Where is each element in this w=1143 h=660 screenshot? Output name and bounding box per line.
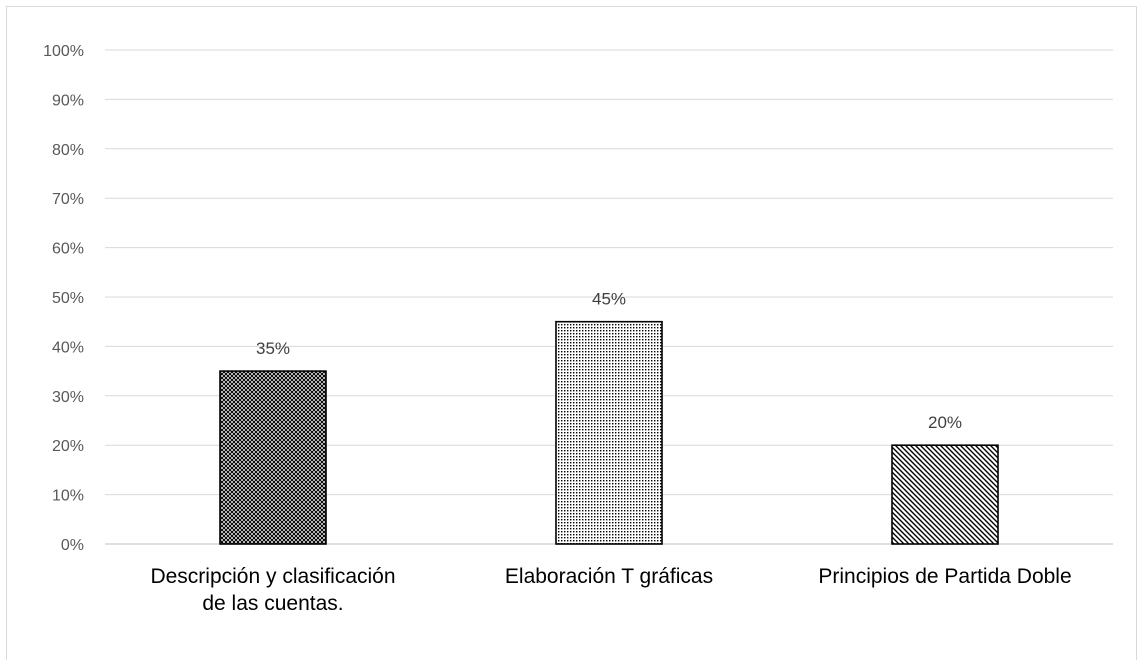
data-label: 45% xyxy=(592,290,626,309)
y-tick-label: 0% xyxy=(61,537,84,554)
data-labels: 35% 45% 20% xyxy=(256,290,962,433)
bar xyxy=(891,444,999,545)
bar xyxy=(555,320,663,545)
x-tick-label: Elaboración T gráficas xyxy=(505,565,713,588)
y-tick-label: 100% xyxy=(43,43,84,60)
x-axis-categories: Descripción y clasificación de las cuenta… xyxy=(150,565,1071,615)
y-tick-label: 50% xyxy=(52,290,84,307)
x-tick-label: Descripción y clasificación xyxy=(150,565,395,588)
bar xyxy=(219,370,327,545)
y-tick-label: 60% xyxy=(52,241,84,258)
x-tick-label: Principios de Partida Doble xyxy=(818,565,1071,588)
y-tick-label: 30% xyxy=(52,389,84,406)
y-tick-label: 10% xyxy=(52,488,84,505)
y-tick-label: 70% xyxy=(52,191,84,208)
y-axis-ticks: 0% 10% 20% 30% 40% 50% 60% 70% 80% 90% 100% xyxy=(43,43,84,554)
y-tick-label: 20% xyxy=(52,438,84,455)
data-label: 35% xyxy=(256,339,290,358)
x-tick-label: de las cuentas. xyxy=(202,592,343,615)
y-tick-label: 90% xyxy=(52,92,84,109)
bars xyxy=(219,320,999,545)
y-tick-label: 80% xyxy=(52,142,84,159)
data-label: 20% xyxy=(928,413,962,432)
chart-frame xyxy=(6,6,1137,660)
y-tick-label: 40% xyxy=(52,339,84,356)
